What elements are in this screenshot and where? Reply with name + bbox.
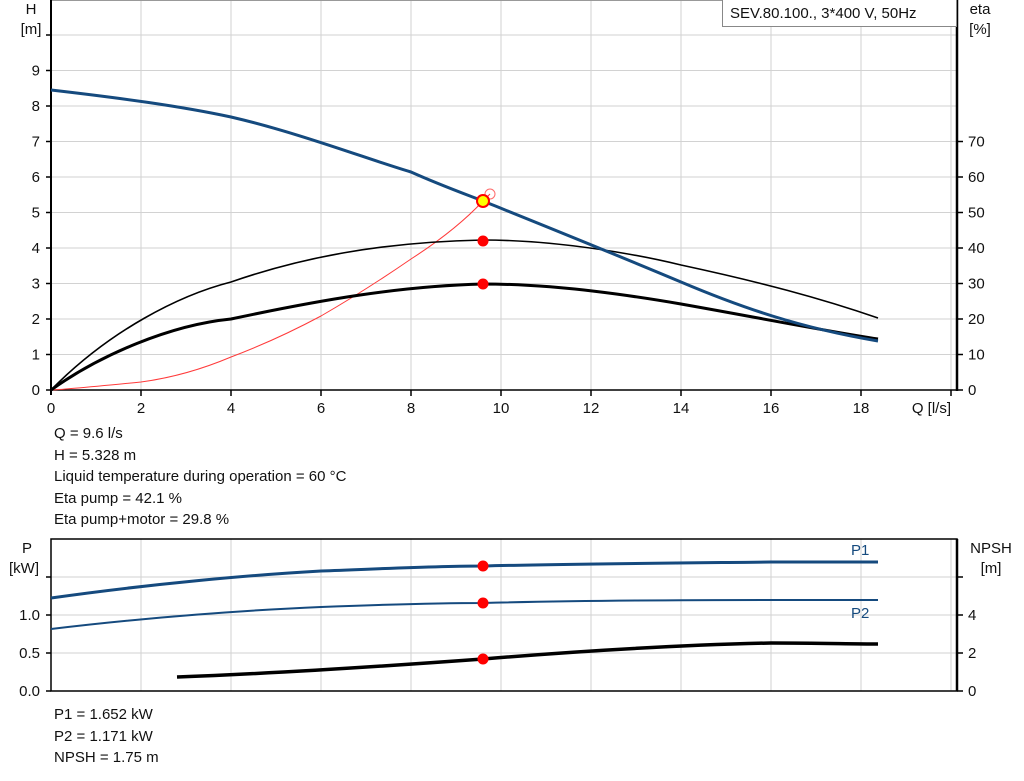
svg-text:4: 4 bbox=[227, 400, 235, 417]
eta-total-marker bbox=[477, 278, 489, 290]
top-right-axis-labels: eta [%] 0 10 20 30 40 50 60 70 bbox=[968, 1, 991, 399]
npsh-value: NPSH = 1.75 m bbox=[54, 749, 159, 766]
eta-pump-curve bbox=[50, 239, 879, 391]
top-chart-axes bbox=[46, 0, 963, 396]
top-chart-grid bbox=[51, 0, 957, 390]
svg-text:0: 0 bbox=[968, 382, 976, 399]
p1-curve-label: P1 bbox=[851, 542, 869, 559]
svg-text:eta: eta bbox=[970, 1, 992, 18]
head-value: H = 5.328 m bbox=[54, 446, 137, 464]
svg-text:4: 4 bbox=[32, 240, 40, 257]
svg-text:NPSH: NPSH bbox=[970, 540, 1012, 557]
p1-marker bbox=[477, 560, 489, 572]
head-curve bbox=[50, 88, 879, 343]
svg-text:70: 70 bbox=[968, 134, 985, 151]
npsh-marker bbox=[477, 653, 489, 665]
svg-text:30: 30 bbox=[968, 276, 985, 293]
bottom-chart-axes bbox=[46, 538, 963, 692]
svg-text:2: 2 bbox=[137, 400, 145, 417]
system-curve-end-marker bbox=[484, 188, 496, 200]
p2-curve-label: P2 bbox=[851, 605, 869, 622]
svg-text:40: 40 bbox=[968, 240, 985, 257]
bottom-operating-point-markers bbox=[477, 560, 489, 665]
svg-text:60: 60 bbox=[968, 169, 985, 186]
svg-text:0: 0 bbox=[968, 683, 976, 700]
svg-text:[%]: [%] bbox=[969, 21, 991, 38]
svg-text:7: 7 bbox=[32, 134, 40, 151]
svg-text:10: 10 bbox=[968, 347, 985, 364]
eta-pump-motor-value: Eta pump+motor = 29.8 % bbox=[54, 511, 230, 528]
bottom-left-axis-labels: P [kW] 0.0 0.5 1.0 bbox=[9, 540, 40, 700]
p1-value: P1 = 1.652 kW bbox=[54, 706, 153, 723]
svg-text:[m]: [m] bbox=[981, 560, 1002, 577]
svg-text:[kW]: [kW] bbox=[9, 560, 39, 577]
svg-text:0.0: 0.0 bbox=[19, 683, 40, 700]
svg-text:10: 10 bbox=[493, 400, 510, 417]
svg-text:H: H bbox=[26, 1, 37, 18]
svg-text:6: 6 bbox=[317, 400, 325, 417]
flow-value: Q = 9.6 l/s bbox=[54, 425, 123, 442]
p2-value: P2 = 1.171 kW bbox=[54, 727, 153, 745]
svg-text:1: 1 bbox=[32, 347, 40, 364]
system-curve bbox=[50, 193, 491, 391]
p2-marker bbox=[477, 597, 489, 609]
svg-text:2: 2 bbox=[968, 645, 976, 662]
top-x-axis-labels: 0 2 4 6 8 10 12 14 16 18 Q [l/s] bbox=[47, 400, 951, 417]
top-operating-point-markers bbox=[476, 194, 490, 290]
svg-text:12: 12 bbox=[583, 400, 600, 417]
bottom-right-axis-labels: NPSH [m] 0 2 4 bbox=[968, 540, 1012, 700]
svg-text:2: 2 bbox=[32, 311, 40, 328]
svg-text:0: 0 bbox=[47, 400, 55, 417]
svg-text:18: 18 bbox=[853, 400, 870, 417]
svg-text:50: 50 bbox=[968, 205, 985, 222]
svg-text:8: 8 bbox=[32, 98, 40, 115]
svg-text:5: 5 bbox=[32, 205, 40, 222]
svg-text:3: 3 bbox=[32, 276, 40, 293]
liquid-temperature: Liquid temperature during operation = 60… bbox=[54, 468, 347, 485]
bottom-operating-info: P1 = 1.652 kW P2 = 1.171 kW NPSH = 1.75 … bbox=[54, 704, 159, 769]
svg-text:6: 6 bbox=[32, 169, 40, 186]
svg-text:9: 9 bbox=[32, 63, 40, 80]
pump-title-box: SEV.80.100., 3*400 V, 50Hz bbox=[722, 0, 957, 27]
svg-text:0: 0 bbox=[32, 382, 40, 399]
svg-text:20: 20 bbox=[968, 311, 985, 328]
svg-text:1.0: 1.0 bbox=[19, 607, 40, 624]
top-operating-info: Q = 9.6 l/s H = 5.328 m Liquid temperatu… bbox=[54, 423, 346, 531]
svg-text:8: 8 bbox=[407, 400, 415, 417]
p1-curve bbox=[50, 560, 878, 600]
eta-pump-marker bbox=[477, 235, 489, 247]
svg-text:Q [l/s]: Q [l/s] bbox=[912, 400, 951, 417]
svg-text:P: P bbox=[22, 540, 32, 557]
svg-text:14: 14 bbox=[673, 400, 690, 417]
svg-text:0.5: 0.5 bbox=[19, 645, 40, 662]
svg-text:16: 16 bbox=[763, 400, 780, 417]
eta-pump-motor-curve bbox=[50, 282, 879, 392]
svg-text:4: 4 bbox=[968, 607, 976, 624]
duty-point-marker bbox=[476, 194, 490, 208]
svg-text:[m]: [m] bbox=[21, 21, 42, 38]
eta-pump-value: Eta pump = 42.1 % bbox=[54, 489, 182, 507]
top-left-axis-labels: H [m] 0 1 2 3 4 5 6 7 8 9 bbox=[21, 1, 42, 399]
npsh-curve bbox=[176, 641, 879, 679]
